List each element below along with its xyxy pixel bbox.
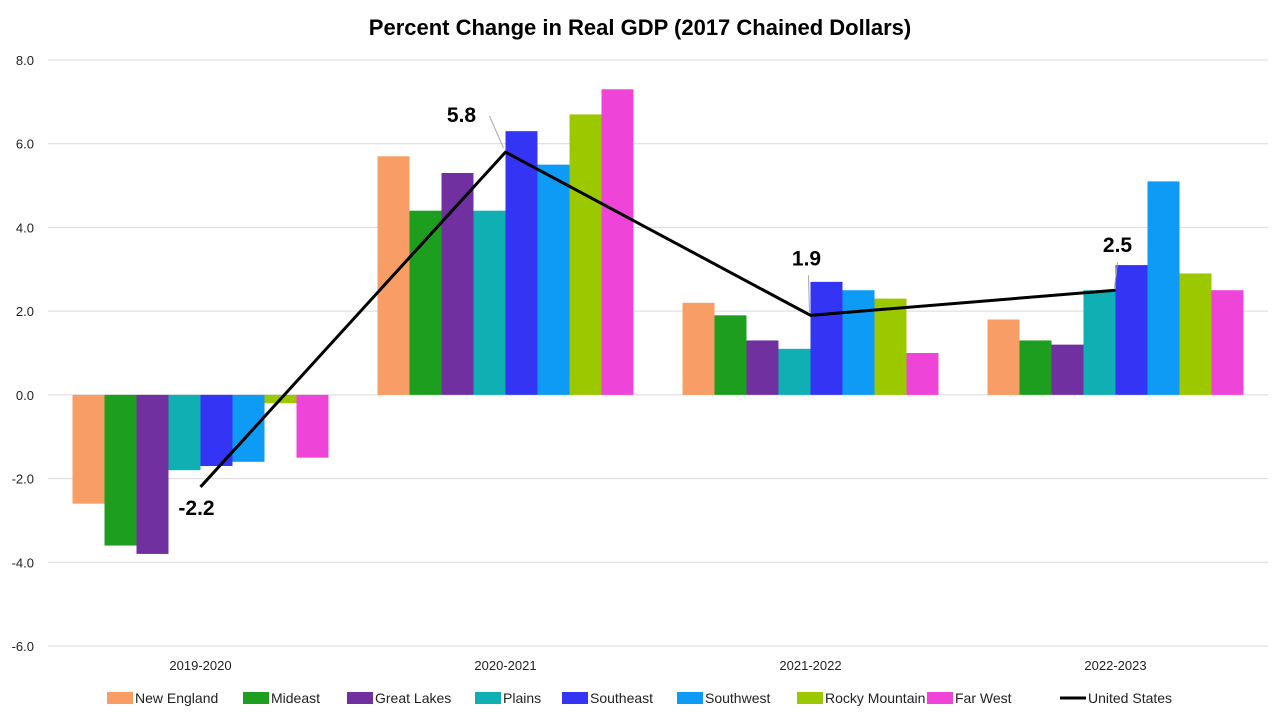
y-tick-label: 2.0 — [16, 304, 34, 319]
legend-swatch — [797, 692, 823, 704]
bar-rocky-mountain — [569, 114, 602, 395]
bar-rocky-mountain — [1179, 273, 1212, 395]
us-data-label: 5.8 — [447, 104, 477, 127]
label-leader-line — [489, 115, 504, 149]
data-labels: -2.2 5.8 1.9 2.5 — [178, 104, 1132, 520]
legend-item: Great Lakes — [347, 690, 451, 706]
legend-label: Great Lakes — [375, 690, 451, 706]
bar-new-england — [682, 302, 715, 395]
bar-plains — [168, 394, 201, 471]
us-data-label: 2.5 — [1103, 234, 1133, 257]
bar-plains — [1083, 290, 1116, 395]
bar-far-west — [906, 353, 939, 395]
legend-label: Mideast — [271, 690, 320, 706]
legend-item: Rocky Mountain — [797, 690, 925, 706]
legend-label: Southeast — [590, 690, 653, 706]
legend-swatch — [347, 692, 373, 704]
bar-plains — [473, 210, 506, 395]
legend-swatch — [927, 692, 953, 704]
legend-label: Rocky Mountain — [825, 690, 925, 706]
y-tick-label: -6.0 — [12, 639, 34, 654]
bar-southwest — [232, 394, 265, 462]
legend-label: Plains — [503, 690, 541, 706]
y-tick-label: 0.0 — [16, 388, 34, 403]
y-tick-label: 4.0 — [16, 220, 34, 235]
bar-southeast — [1115, 265, 1148, 395]
us-data-label: -2.2 — [178, 497, 214, 520]
bar-great-lakes — [441, 173, 474, 395]
y-axis-ticks: 8.0 6.0 4.0 2.0 0.0 -2.0 -4.0 -6.0 — [12, 53, 34, 654]
y-tick-label: -2.0 — [12, 472, 34, 487]
legend-item: United States — [1060, 690, 1172, 706]
bar-southwest — [537, 164, 570, 395]
bar-rocky-mountain — [874, 298, 907, 395]
x-category-label: 2021-2022 — [779, 658, 841, 673]
x-category-label: 2022-2023 — [1084, 658, 1146, 673]
us-line-path — [199, 150, 1116, 488]
legend-item: Southwest — [677, 690, 770, 706]
us-data-label: 1.9 — [792, 247, 821, 270]
legend-label: Southwest — [705, 690, 770, 706]
legend-label: New England — [135, 690, 218, 706]
legend-swatch — [243, 692, 269, 704]
legend-swatch — [107, 692, 133, 704]
legend-item: Mideast — [243, 690, 320, 706]
bar-far-west — [1211, 290, 1244, 395]
legend-swatch — [475, 692, 501, 704]
y-tick-label: 6.0 — [16, 137, 34, 152]
bar-great-lakes — [1051, 344, 1084, 395]
bars — [72, 89, 1244, 554]
bar-southeast — [200, 394, 233, 467]
bar-great-lakes — [746, 340, 779, 395]
bar-far-west — [296, 394, 329, 458]
x-category-label: 2019-2020 — [169, 658, 231, 673]
legend-item: New England — [107, 690, 218, 706]
bar-far-west — [601, 89, 634, 395]
us-line — [199, 150, 1116, 488]
legend-swatch — [562, 692, 588, 704]
bar-new-england — [987, 319, 1020, 395]
y-tick-label: 8.0 — [16, 53, 34, 68]
legend: New England Mideast Great Lakes Plains South… — [107, 690, 1172, 706]
bar-southwest — [1147, 181, 1180, 395]
bar-southwest — [842, 290, 875, 395]
label-leader-line — [808, 275, 810, 313]
bar-new-england — [72, 394, 105, 504]
legend-label: Far West — [955, 690, 1012, 706]
legend-swatch — [677, 692, 703, 704]
x-category-label: 2020-2021 — [474, 658, 536, 673]
legend-label: United States — [1088, 690, 1172, 706]
y-tick-label: -4.0 — [12, 555, 34, 570]
bar-mideast — [714, 315, 747, 395]
label-leader-line — [1114, 262, 1118, 289]
bar-mideast — [1019, 340, 1052, 395]
x-axis-categories: 2019-2020 2020-2021 2021-2022 2022-2023 — [169, 658, 1146, 673]
legend-item: Far West — [927, 690, 1012, 706]
bar-great-lakes — [136, 394, 169, 554]
bar-mideast — [104, 394, 137, 546]
bar-southeast — [505, 131, 538, 395]
legend-item: Southeast — [562, 690, 653, 706]
legend-item: Plains — [475, 690, 541, 706]
bar-southeast — [810, 281, 843, 395]
bar-plains — [778, 348, 811, 395]
chart-title: Percent Change in Real GDP (2017 Chained… — [369, 15, 911, 40]
